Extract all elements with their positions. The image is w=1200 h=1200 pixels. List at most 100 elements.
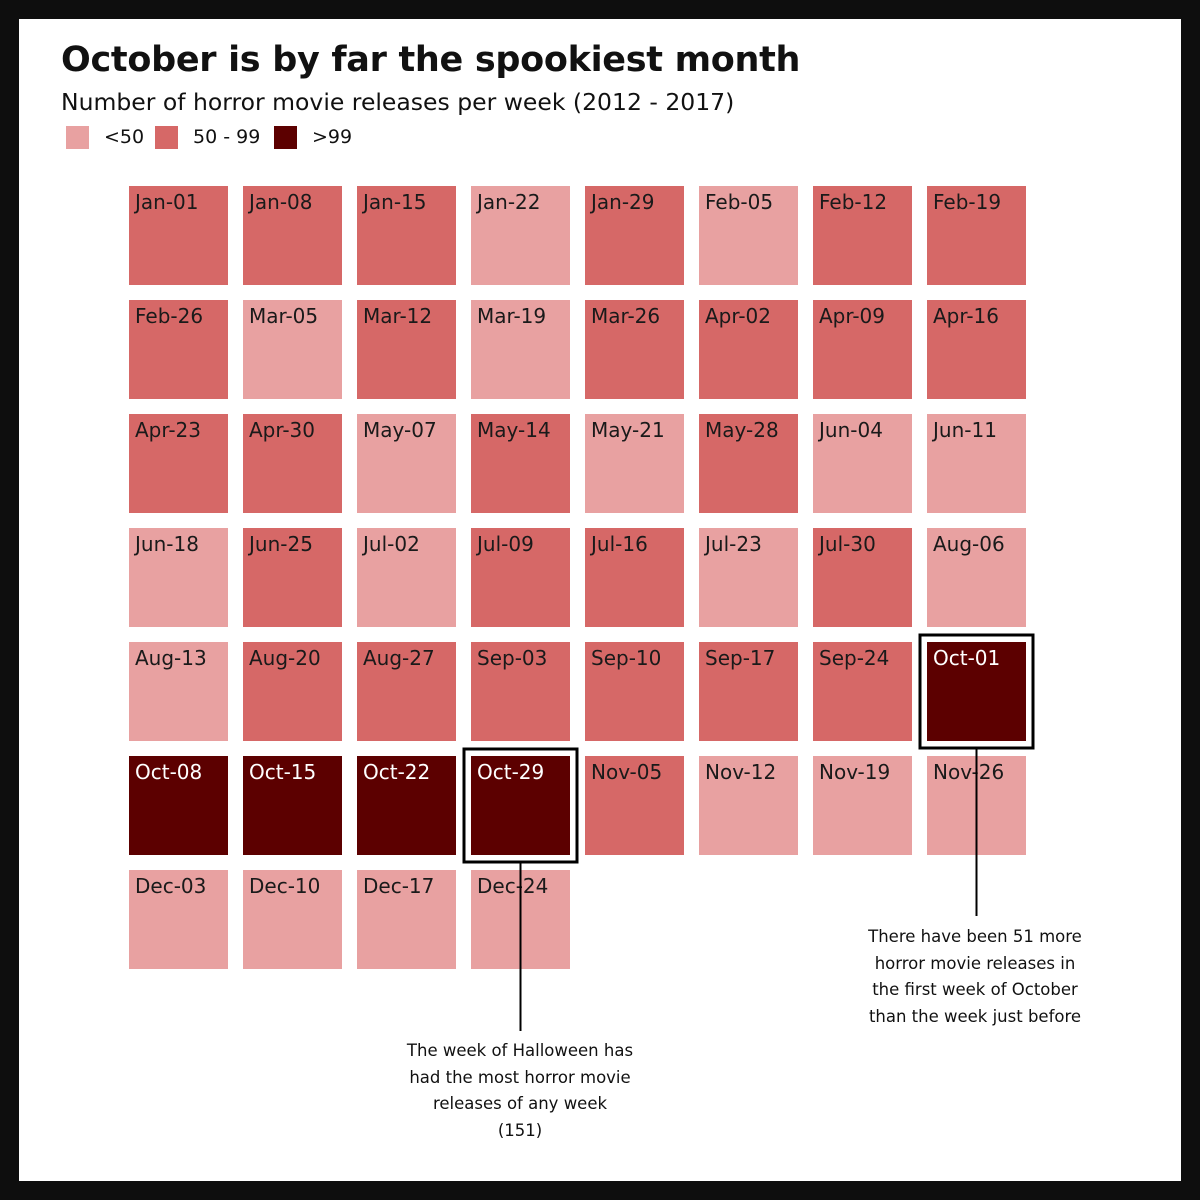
week-label: Apr-23	[135, 418, 201, 442]
week-label: Sep-03	[477, 646, 547, 670]
week-label: Oct-22	[363, 760, 430, 784]
annotation-halloween-line: had the most horror movie	[409, 1067, 631, 1087]
annotation-october-first-line: the first week of October	[872, 980, 1078, 999]
legend-swatch-low	[66, 126, 89, 149]
week-cell-oct-08	[129, 756, 228, 855]
chart-subtitle: Number of horror movie releases per week…	[61, 88, 735, 116]
week-cell-oct-29	[471, 756, 570, 855]
week-label: Oct-08	[135, 760, 202, 784]
week-cell-jun-25	[243, 528, 342, 627]
week-label: Apr-30	[249, 418, 315, 442]
week-cell-oct-15	[243, 756, 342, 855]
week-cell-may-28	[699, 414, 798, 513]
annotation-october-first-line: than the week just before	[868, 1006, 1082, 1026]
week-label: Jan-29	[589, 190, 655, 214]
week-label: Aug-13	[135, 646, 207, 670]
legend-label-mid: 50 - 99	[193, 126, 261, 148]
week-cell-jul-23	[699, 528, 798, 627]
week-cell-aug-27	[357, 642, 456, 741]
week-label: Jun-11	[931, 418, 997, 442]
week-label: Apr-16	[933, 304, 999, 328]
week-cell-jul-02	[357, 528, 456, 627]
week-label: Nov-12	[705, 760, 776, 784]
week-cell-aug-13	[129, 642, 228, 741]
week-label: Feb-05	[705, 190, 773, 214]
annotation-october-first: There have been 51 more horror movie rel…	[845, 924, 1105, 1030]
week-label: Jun-25	[247, 532, 313, 556]
week-cell-jun-04	[813, 414, 912, 513]
week-cell-apr-30	[243, 414, 342, 513]
week-label: Sep-17	[705, 646, 775, 670]
week-cell-jul-09	[471, 528, 570, 627]
week-cell-jan-22	[471, 186, 570, 285]
week-label: Dec-24	[477, 874, 548, 898]
week-cell-apr-02	[699, 300, 798, 399]
week-label: Dec-17	[363, 874, 434, 898]
week-label: May-21	[591, 418, 665, 442]
highlight-inner-oct-01	[922, 637, 1031, 746]
annotation-october-first-line: horror movie releases in	[874, 953, 1076, 973]
week-label: Aug-20	[249, 646, 321, 670]
week-label: Jul-02	[361, 532, 420, 556]
chart-title: October is by far the spookiest month	[61, 40, 801, 80]
week-cell-jun-11	[927, 414, 1026, 513]
week-cell-sep-03	[471, 642, 570, 741]
week-cell-jul-16	[585, 528, 684, 627]
week-cell-may-14	[471, 414, 570, 513]
week-label: Feb-19	[933, 190, 1001, 214]
week-cell-apr-09	[813, 300, 912, 399]
week-label: Feb-26	[135, 304, 203, 328]
week-cell-oct-22	[357, 756, 456, 855]
week-cell-nov-12	[699, 756, 798, 855]
annotation-halloween-line: The week of Halloween has	[406, 1041, 634, 1060]
week-label: Nov-05	[591, 760, 662, 784]
week-label: Apr-09	[819, 304, 885, 328]
week-label: Jan-08	[247, 190, 313, 214]
legend-label-high: >99	[312, 126, 353, 148]
week-cell-feb-05	[699, 186, 798, 285]
highlight-inner-oct-29	[466, 751, 575, 860]
annotation-october-first-line: There have been 51 more	[868, 927, 1082, 946]
week-label: Mar-05	[249, 304, 318, 328]
week-label: Mar-19	[477, 304, 546, 328]
week-label: Aug-06	[933, 532, 1005, 556]
week-label: Dec-03	[135, 874, 206, 898]
week-label: Nov-19	[819, 760, 890, 784]
week-cell-apr-23	[129, 414, 228, 513]
legend-swatch-mid	[155, 126, 178, 149]
week-cell-feb-12	[813, 186, 912, 285]
week-label: Mar-26	[591, 304, 660, 328]
week-label: May-14	[477, 418, 551, 442]
week-label: May-07	[363, 418, 437, 442]
week-cell-mar-19	[471, 300, 570, 399]
legend-swatch-high	[274, 126, 297, 149]
week-cell-jan-08	[243, 186, 342, 285]
week-label: Oct-29	[477, 760, 544, 784]
week-cell-mar-26	[585, 300, 684, 399]
week-cell-aug-06	[927, 528, 1026, 627]
annotation-halloween-line: releases of any week	[432, 1094, 608, 1113]
week-cell-jan-29	[585, 186, 684, 285]
week-label: Jul-16	[589, 532, 648, 556]
week-label: Jul-30	[817, 532, 876, 556]
week-cell-jan-15	[357, 186, 456, 285]
week-label: Jul-23	[703, 532, 762, 556]
legend-label-low: <50	[104, 126, 145, 148]
week-label: Jan-22	[475, 190, 541, 214]
week-cell-oct-01	[927, 642, 1026, 741]
week-cell-sep-17	[699, 642, 798, 741]
week-cell-nov-19	[813, 756, 912, 855]
week-label: Apr-02	[705, 304, 771, 328]
week-cell-mar-12	[357, 300, 456, 399]
week-cell-jul-30	[813, 528, 912, 627]
week-cell-jun-18	[129, 528, 228, 627]
week-label: Jan-01	[133, 190, 199, 214]
week-cell-sep-24	[813, 642, 912, 741]
week-cell-apr-16	[927, 300, 1026, 399]
week-label: Jan-15	[361, 190, 427, 214]
week-label: Jul-09	[475, 532, 534, 556]
week-label: Aug-27	[363, 646, 435, 670]
week-label: Nov-26	[933, 760, 1004, 784]
week-cell-nov-05	[585, 756, 684, 855]
week-label: Sep-10	[591, 646, 661, 670]
